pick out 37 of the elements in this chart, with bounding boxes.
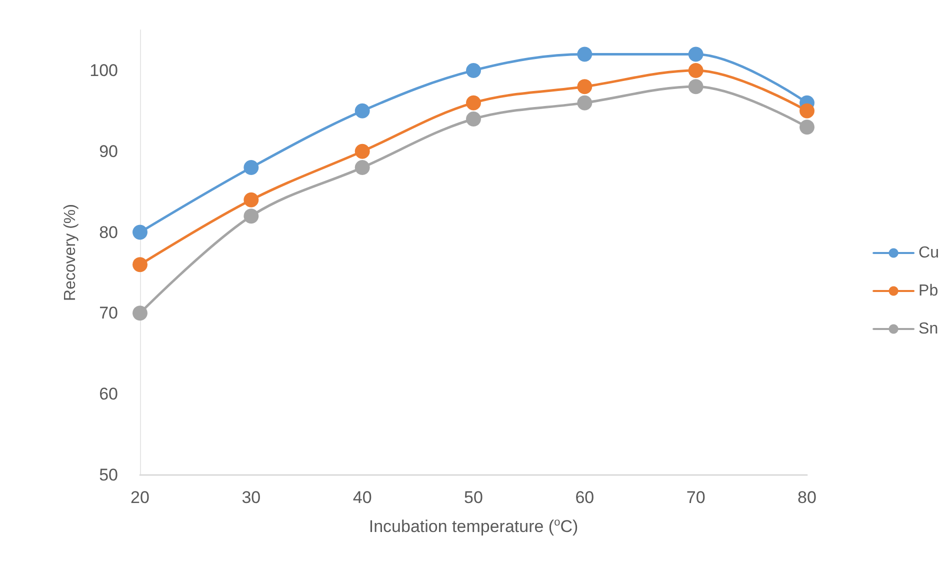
legend-label: Pb [918,282,938,300]
y-tick-label: 70 [99,304,118,323]
point [354,103,370,118]
x-tick-label: 20 [130,488,150,507]
y-tick-label: 100 [90,60,118,80]
x-tick-label: 30 [242,488,261,507]
x-tick-label: 70 [686,488,706,507]
point [466,62,481,78]
y-axis-title: Recovery (%) [62,204,80,301]
legend-label: Sn [918,320,938,338]
point [577,46,592,62]
x-tick-label: 50 [464,488,483,507]
point [354,160,370,176]
x-tick-label: 80 [798,488,816,507]
x-tick-label: 40 [352,488,372,507]
point [132,224,148,240]
y-tick-label: 60 [99,384,118,404]
y-tick-label: 50 [99,466,118,484]
point [466,95,481,110]
legend-label: Cu [918,244,939,262]
point [688,62,704,78]
point [688,79,704,94]
point [244,160,259,176]
point [244,192,259,208]
point [577,79,592,94]
point [244,208,259,224]
point [466,112,481,126]
point [132,257,148,272]
point [132,306,148,321]
x-tick-label: 60 [575,488,594,507]
point [577,95,592,110]
y-tick-label: 90 [99,142,118,161]
point [354,144,370,159]
y-tick-label: 80 [99,222,118,242]
point [800,103,814,118]
point [800,120,814,135]
point [688,46,704,62]
